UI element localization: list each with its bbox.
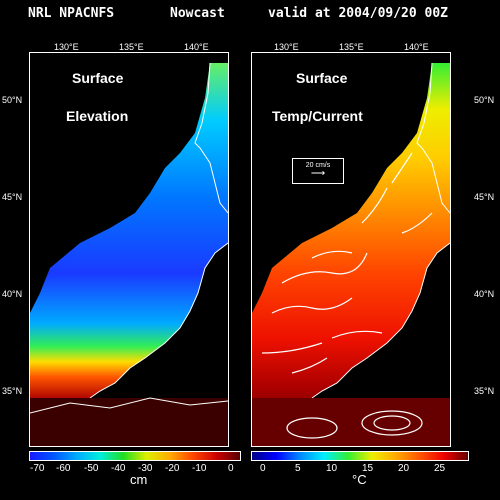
elev-label-5: -30 [138,463,153,474]
temp-label-6: 25 [434,463,446,474]
temperature-title-line1: Surface [296,70,348,86]
header-source: NRL NPACNFS [28,6,115,21]
temp-label-5: 20 [398,463,410,474]
lat-tick-45-left: 45°N [2,192,23,202]
temperature-unit: °C [352,472,367,487]
temp-label-4: 15 [362,463,374,474]
elev-label-4: -40 [111,463,126,474]
elev-label-8: 0 [228,463,234,474]
elevation-map [30,62,228,446]
elevation-title-line2: Elevation [66,108,129,124]
header-product: Nowcast [170,6,225,21]
temp-label-1: 0 [260,463,266,474]
lat-tick-40: 40°N [474,289,495,299]
temperature-japan-land [312,243,450,398]
lat-tick-35-left: 35°N [2,386,23,396]
elev-label-2: -60 [56,463,71,474]
elevation-colorbar [29,451,241,461]
temperature-title-line2: Temp/Current [272,108,363,124]
lon-tick-140-right: 140°E [404,42,429,52]
vector-legend-arrow-icon: ⟶ [310,168,326,179]
lat-tick-40-left: 40°N [2,289,23,299]
vector-legend-label: 20 cm/s [305,162,331,169]
elev-label-7: -10 [192,463,207,474]
header-valid: valid at 2004/09/20 00Z [268,6,449,21]
lat-tick-50: 50°N [474,95,495,105]
elev-label-6: -20 [165,463,180,474]
temperature-map-panel [251,52,451,447]
temp-label-3: 10 [326,463,338,474]
vector-legend: 20 cm/s ⟶ [292,158,344,184]
current-streamlines [261,152,433,439]
elev-label-3: -50 [84,463,99,474]
temp-label-2: 5 [295,463,301,474]
elevation-map-panel [29,52,229,447]
lat-tick-45: 45°N [474,192,495,202]
lon-tick-135-right: 135°E [339,42,364,52]
elevation-unit: cm [130,472,148,487]
lon-tick-135-left: 135°E [119,42,144,52]
temperature-map [252,62,450,446]
elev-label-1: -70 [30,463,45,474]
elevation-title-line1: Surface [72,70,124,86]
temperature-colorbar [251,451,469,461]
lon-tick-140-left: 140°E [184,42,209,52]
lat-tick-50-left: 50°N [2,95,23,105]
lon-tick-130-right: 130°E [274,42,299,52]
lon-tick-130-left: 130°E [54,42,79,52]
elevation-japan-land [90,243,228,398]
lat-tick-35: 35°N [474,386,495,396]
